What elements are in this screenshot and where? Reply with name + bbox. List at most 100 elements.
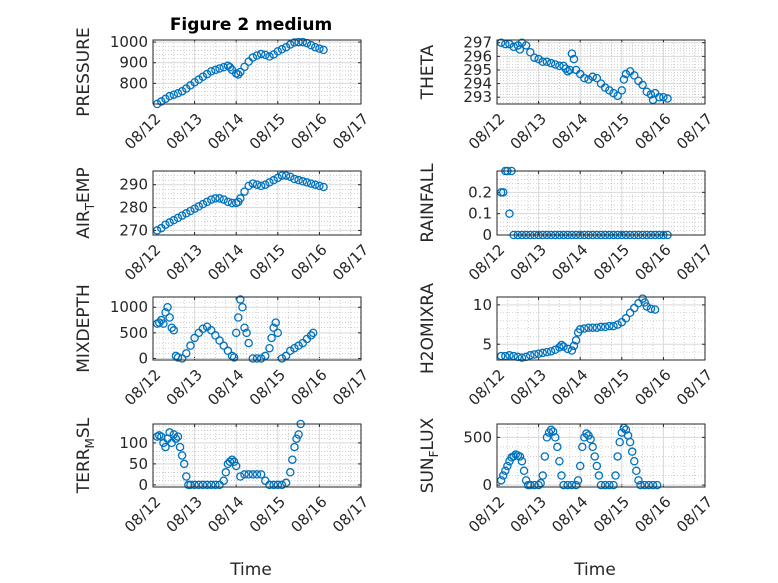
data-point	[175, 442, 185, 452]
data-point	[248, 179, 258, 188]
data-point	[517, 353, 527, 362]
data-point	[182, 349, 191, 358]
data-point	[252, 180, 262, 189]
y-axis-label: RAINFALL	[418, 163, 438, 243]
data-point	[580, 324, 589, 333]
data-point	[269, 175, 278, 185]
data-point	[592, 73, 602, 83]
y-tick-label: 5	[482, 335, 492, 353]
data-point	[179, 459, 189, 469]
data-point	[559, 480, 568, 490]
y-tick-label: 800	[119, 74, 148, 92]
data-point	[261, 180, 270, 189]
data-point	[294, 341, 303, 350]
y-tick-label: 290	[119, 176, 148, 194]
data-point	[194, 480, 204, 490]
data-point	[521, 476, 531, 485]
data-point	[306, 331, 316, 340]
data-point	[227, 198, 237, 208]
y-tick-label: 0.2	[468, 183, 492, 201]
data-point	[625, 437, 635, 447]
data-point	[211, 194, 220, 203]
data-point	[634, 476, 643, 485]
data-point	[238, 302, 247, 312]
data-point	[609, 321, 618, 331]
plot-area	[153, 40, 361, 104]
data-point	[521, 41, 531, 50]
data-point	[613, 452, 622, 461]
data-point	[319, 182, 328, 192]
data-point	[505, 209, 514, 218]
data-point	[169, 430, 179, 439]
data-point	[292, 434, 301, 443]
data-point	[501, 466, 510, 476]
x-axis-label-left: Time	[229, 560, 272, 580]
data-point	[575, 461, 585, 471]
data-point	[611, 471, 620, 480]
data-point	[496, 38, 506, 47]
data-point	[654, 92, 664, 102]
data-point	[244, 338, 253, 348]
data-point	[163, 302, 172, 312]
data-point	[648, 480, 658, 490]
data-point	[319, 45, 328, 55]
figure-title: Figure 2 medium	[170, 15, 332, 35]
data-point	[269, 323, 278, 332]
data-point	[513, 41, 523, 50]
data-point	[584, 75, 593, 84]
data-point	[567, 480, 577, 490]
data-point	[173, 353, 183, 362]
axes-box	[496, 296, 706, 361]
data-point	[236, 295, 245, 304]
data-point	[298, 37, 308, 47]
data-point	[215, 336, 224, 345]
data-point	[231, 328, 241, 338]
data-point	[294, 430, 303, 439]
data-point	[198, 480, 208, 490]
plot-area	[153, 424, 361, 487]
data-point	[498, 188, 508, 197]
data-point	[165, 313, 174, 322]
data-point	[290, 38, 299, 47]
data-point	[173, 89, 183, 98]
data-point	[252, 51, 262, 60]
data-point	[548, 427, 558, 436]
y-tick-label: 0.1	[468, 205, 492, 223]
data-point	[538, 57, 548, 67]
y-tick-label: 0	[482, 476, 492, 494]
data-point	[640, 480, 649, 490]
data-point	[306, 179, 316, 188]
data-point	[567, 49, 577, 58]
data-point	[231, 461, 241, 471]
y-tick-label: 295	[463, 61, 492, 79]
data-point	[219, 341, 228, 350]
data-point	[310, 180, 320, 189]
y-tick-label: 500	[119, 324, 148, 342]
data-point	[223, 346, 233, 356]
y-tick-label: 293	[463, 88, 492, 106]
data-point	[252, 354, 262, 363]
data-point	[206, 326, 216, 335]
x-axis-label-right: Time	[573, 560, 616, 580]
data-point	[644, 480, 654, 490]
data-point	[627, 447, 637, 456]
data-point	[248, 470, 258, 479]
data-point	[169, 90, 179, 99]
data-point	[169, 326, 179, 335]
data-point	[240, 323, 249, 332]
data-point	[542, 347, 552, 357]
data-point	[286, 40, 295, 49]
data-point	[534, 480, 543, 490]
data-point	[546, 58, 556, 68]
data-point	[221, 468, 231, 477]
data-point	[540, 452, 550, 461]
data-point	[638, 80, 647, 90]
data-point	[234, 70, 243, 79]
y-axis-label: SUNFLUX	[418, 417, 441, 493]
y-tick-label: 0	[138, 349, 148, 367]
data-point	[571, 480, 581, 490]
data-point	[526, 48, 535, 57]
data-point	[526, 351, 535, 360]
data-point	[505, 351, 514, 360]
data-point	[211, 65, 220, 75]
